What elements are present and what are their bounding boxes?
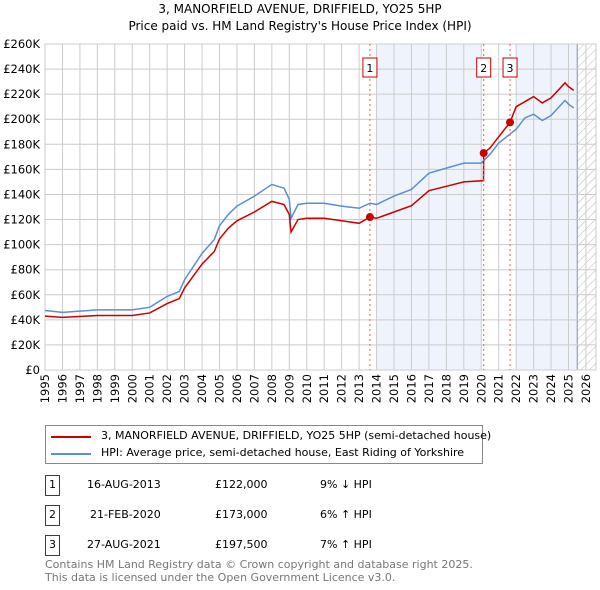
sale-label-box [362,57,378,78]
y-tick-label: £20K [11,338,41,352]
x-tick-label: 2026 [579,374,593,403]
legend-label: HPI: Average price, semi-detached house,… [101,446,465,459]
x-tick-label: 2021 [492,374,506,403]
sale-price: £173,000 [215,508,268,521]
x-tick-label: 2000 [125,374,139,403]
y-tick-label: £240K [3,62,40,76]
x-tick-label: 2005 [213,374,227,403]
x-tick-label: 2011 [317,374,331,403]
property-price-line [44,81,575,319]
sale-point [506,118,515,127]
sale-date: 21-FEB-2020 [90,508,161,521]
x-tick-label: 2017 [422,374,436,403]
x-tick-label: 2008 [265,374,279,403]
x-tick-label: 2004 [195,374,209,403]
x-tick-label: 2010 [300,374,314,403]
sale-number: 1 [45,475,60,496]
hpi-line [44,99,575,314]
sale-number: 3 [45,535,60,556]
blue-line-swatch [51,453,91,455]
plot-area [44,43,597,371]
chart-subtitle: Price paid vs. HM Land Registry's House … [128,19,471,33]
sale-price: £197,500 [215,538,268,551]
sale-hpi-diff: 6% ↑ HPI [320,508,372,521]
sale-point [479,149,488,158]
y-tick-label: £220K [3,87,40,101]
y-tick-label: £40K [11,313,41,327]
x-tick-label: 2015 [387,374,401,403]
sale-point [365,213,374,222]
y-tick-label: £100K [3,238,40,252]
y-tick-label: £140K [3,187,40,201]
shaded-band [516,44,578,370]
x-tick-label: 2023 [527,374,541,403]
sale-label: 3 [507,62,514,75]
x-tick-label: 2018 [439,374,453,403]
licence-text: This data is licensed under the Open Gov… [45,571,396,584]
x-tick-label: 2025 [562,374,576,403]
footer: Contains HM Land Registry data © Crown c… [45,558,473,584]
x-tick-label: 1997 [73,374,87,403]
sale-number: 2 [45,505,60,526]
x-tick-label: 2022 [509,374,523,403]
x-tick-label: 2003 [178,374,192,403]
legend: 3, MANORFIELD AVENUE, DRIFFIELD, YO25 5H… [45,425,491,464]
sale-date: 27-AUG-2021 [87,538,161,551]
sale-label-box [502,57,518,78]
sale-label: 1 [366,62,373,75]
y-tick-label: £60K [11,288,41,302]
y-tick-label: £80K [11,263,41,277]
chart-title: 3, MANORFIELD AVENUE, DRIFFIELD, YO25 5H… [158,2,441,16]
x-tick-label: 1996 [55,374,69,403]
copyright-text: Contains HM Land Registry data © Crown c… [45,558,473,571]
x-tick-label: 1995 [38,374,52,403]
red-line-swatch [51,436,91,438]
x-tick-label: 2013 [352,374,366,403]
x-tick-label: 2012 [335,374,349,403]
x-tick-label: 2020 [474,374,488,403]
x-tick-label: 2014 [370,374,384,403]
x-tick-label: 2001 [143,374,157,403]
x-tick-label: 2009 [282,374,296,403]
y-tick-label: £120K [3,213,40,227]
legend-label: 3, MANORFIELD AVENUE, DRIFFIELD, YO25 5H… [101,429,492,442]
y-tick-label: £160K [3,162,40,176]
x-tick-label: 2024 [544,374,558,403]
x-tick-label: 2002 [160,374,174,403]
x-tick-label: 2016 [404,374,418,403]
x-tick-label: 1998 [90,374,104,403]
forecast-hatch [577,44,596,370]
x-tick-label: 1999 [108,374,122,403]
sale-price: £122,000 [215,478,268,491]
x-tick-label: 2019 [457,374,471,403]
sale-hpi-diff: 9% ↓ HPI [320,478,372,491]
y-tick-label: £260K [3,37,40,51]
y-tick-label: £180K [3,137,40,151]
price-chart: 3, MANORFIELD AVENUE, DRIFFIELD, YO25 5H… [3,2,597,403]
sale-label-box [476,57,492,78]
y-tick-label: £0 [25,363,40,377]
x-tick-label: 2006 [230,374,244,403]
y-tick-label: £200K [3,112,40,126]
x-tick-label: 2007 [247,374,261,403]
sale-hpi-diff: 7% ↑ HPI [320,538,372,551]
sale-date: 16-AUG-2013 [87,478,161,491]
sale-label: 2 [480,62,487,75]
